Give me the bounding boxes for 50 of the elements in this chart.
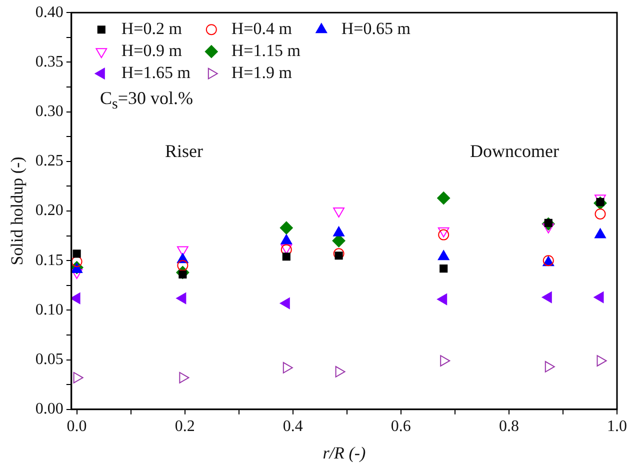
- legend-label: H=1.9 m: [231, 63, 292, 82]
- point: [334, 252, 343, 260]
- y-axis-title: Solid holdup (-): [8, 156, 27, 266]
- y-tick-label: 0.20: [35, 202, 64, 220]
- x-tick-label: 0.4: [282, 418, 303, 436]
- legend-label: H=0.9 m: [121, 41, 182, 60]
- point: [280, 221, 293, 234]
- x-tick-label: 0.2: [174, 418, 195, 436]
- y-tick-label: 0.15: [35, 252, 64, 269]
- y-tick-label: 0.30: [35, 103, 64, 120]
- y-tick-label: 0.00: [35, 400, 64, 418]
- point: [177, 260, 188, 272]
- legend-label: H=0.65 m: [341, 19, 410, 38]
- x-tick-label: 0.0: [66, 418, 87, 436]
- point: [73, 372, 84, 384]
- point: [176, 246, 188, 256]
- x-tick-label: 0.8: [498, 418, 519, 436]
- y-tick-label: 0.05: [35, 351, 64, 368]
- x-tick-label: 0.6: [390, 418, 411, 436]
- annotation: Downcomer: [470, 141, 559, 162]
- point: [176, 292, 186, 304]
- y-tick-label: 0.40: [35, 4, 64, 21]
- annotation: C$_{s}$=30 vol.%: [100, 88, 194, 114]
- legend-label: H=1.65 m: [121, 63, 190, 82]
- legend-label: H=0.4 m: [231, 19, 292, 38]
- point: [437, 294, 448, 305]
- point: [594, 208, 606, 220]
- point: [594, 292, 604, 303]
- point: [71, 292, 80, 304]
- point: [332, 234, 346, 248]
- legend-label: H=0.2 m: [121, 19, 182, 38]
- point: [440, 264, 448, 273]
- annotation: Riser: [165, 141, 203, 162]
- point: [282, 252, 290, 261]
- y-tick-label: 0.10: [35, 301, 64, 318]
- point: [335, 366, 346, 378]
- point: [438, 229, 450, 240]
- point: [333, 208, 344, 218]
- point: [438, 227, 450, 238]
- y-tick-label: 0.25: [35, 152, 64, 170]
- y-tick-label: 0.35: [35, 53, 64, 70]
- point: [71, 256, 82, 268]
- point: [437, 192, 450, 205]
- point: [282, 362, 293, 374]
- point: [544, 361, 555, 372]
- x-tick-label: 1.0: [607, 418, 627, 436]
- x-axis-title: r/R (-): [322, 443, 366, 462]
- legend-label: H=1.15 m: [231, 41, 300, 60]
- point: [542, 223, 554, 234]
- point: [72, 250, 81, 258]
